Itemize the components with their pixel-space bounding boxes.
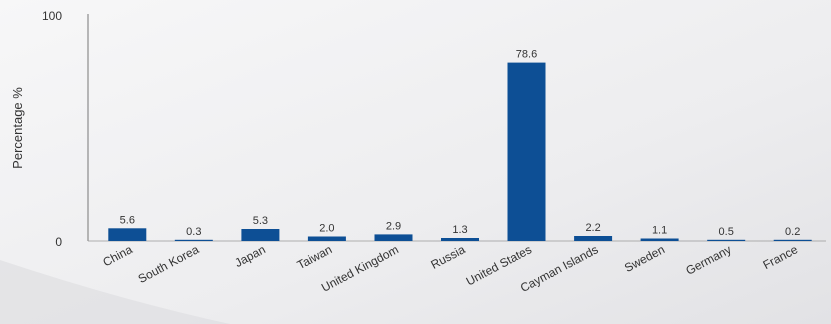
data-label: 2.0 <box>319 223 334 235</box>
bar-united-states <box>507 62 546 241</box>
data-label: 78.6 <box>516 49 537 61</box>
data-label: 5.6 <box>120 214 135 226</box>
data-label: 2.2 <box>585 222 600 234</box>
y-tick-label-100: 100 <box>42 9 62 23</box>
data-label: 1.1 <box>652 225 667 237</box>
data-label: 5.3 <box>253 215 268 227</box>
y-axis: 100 0 Percentage % <box>10 9 89 249</box>
data-label: 0.3 <box>186 226 201 238</box>
bar-taiwan <box>307 236 346 241</box>
bar-sweden <box>640 238 679 241</box>
bar-united-kingdom <box>374 234 413 241</box>
background-swoosh <box>0 260 230 324</box>
data-label: 0.2 <box>785 226 800 238</box>
y-tick-label-0: 0 <box>55 235 62 249</box>
data-label: 0.5 <box>719 226 734 238</box>
bar-france <box>773 239 812 241</box>
bar-china <box>108 228 147 241</box>
bar-south-korea <box>174 239 213 241</box>
bar-cayman-islands <box>574 236 613 241</box>
data-label: 1.3 <box>452 224 467 236</box>
bar-germany <box>707 239 746 241</box>
bar-russia <box>441 238 479 241</box>
y-axis-title: Percentage % <box>10 87 25 169</box>
bar-japan <box>241 229 280 241</box>
value-labels-group: 5.6 0.3 5.3 2.0 2.9 1.3 78.6 2.2 1.1 0.5 0.2 <box>120 49 801 238</box>
bars-group <box>108 62 812 241</box>
data-label: 2.9 <box>386 220 401 232</box>
